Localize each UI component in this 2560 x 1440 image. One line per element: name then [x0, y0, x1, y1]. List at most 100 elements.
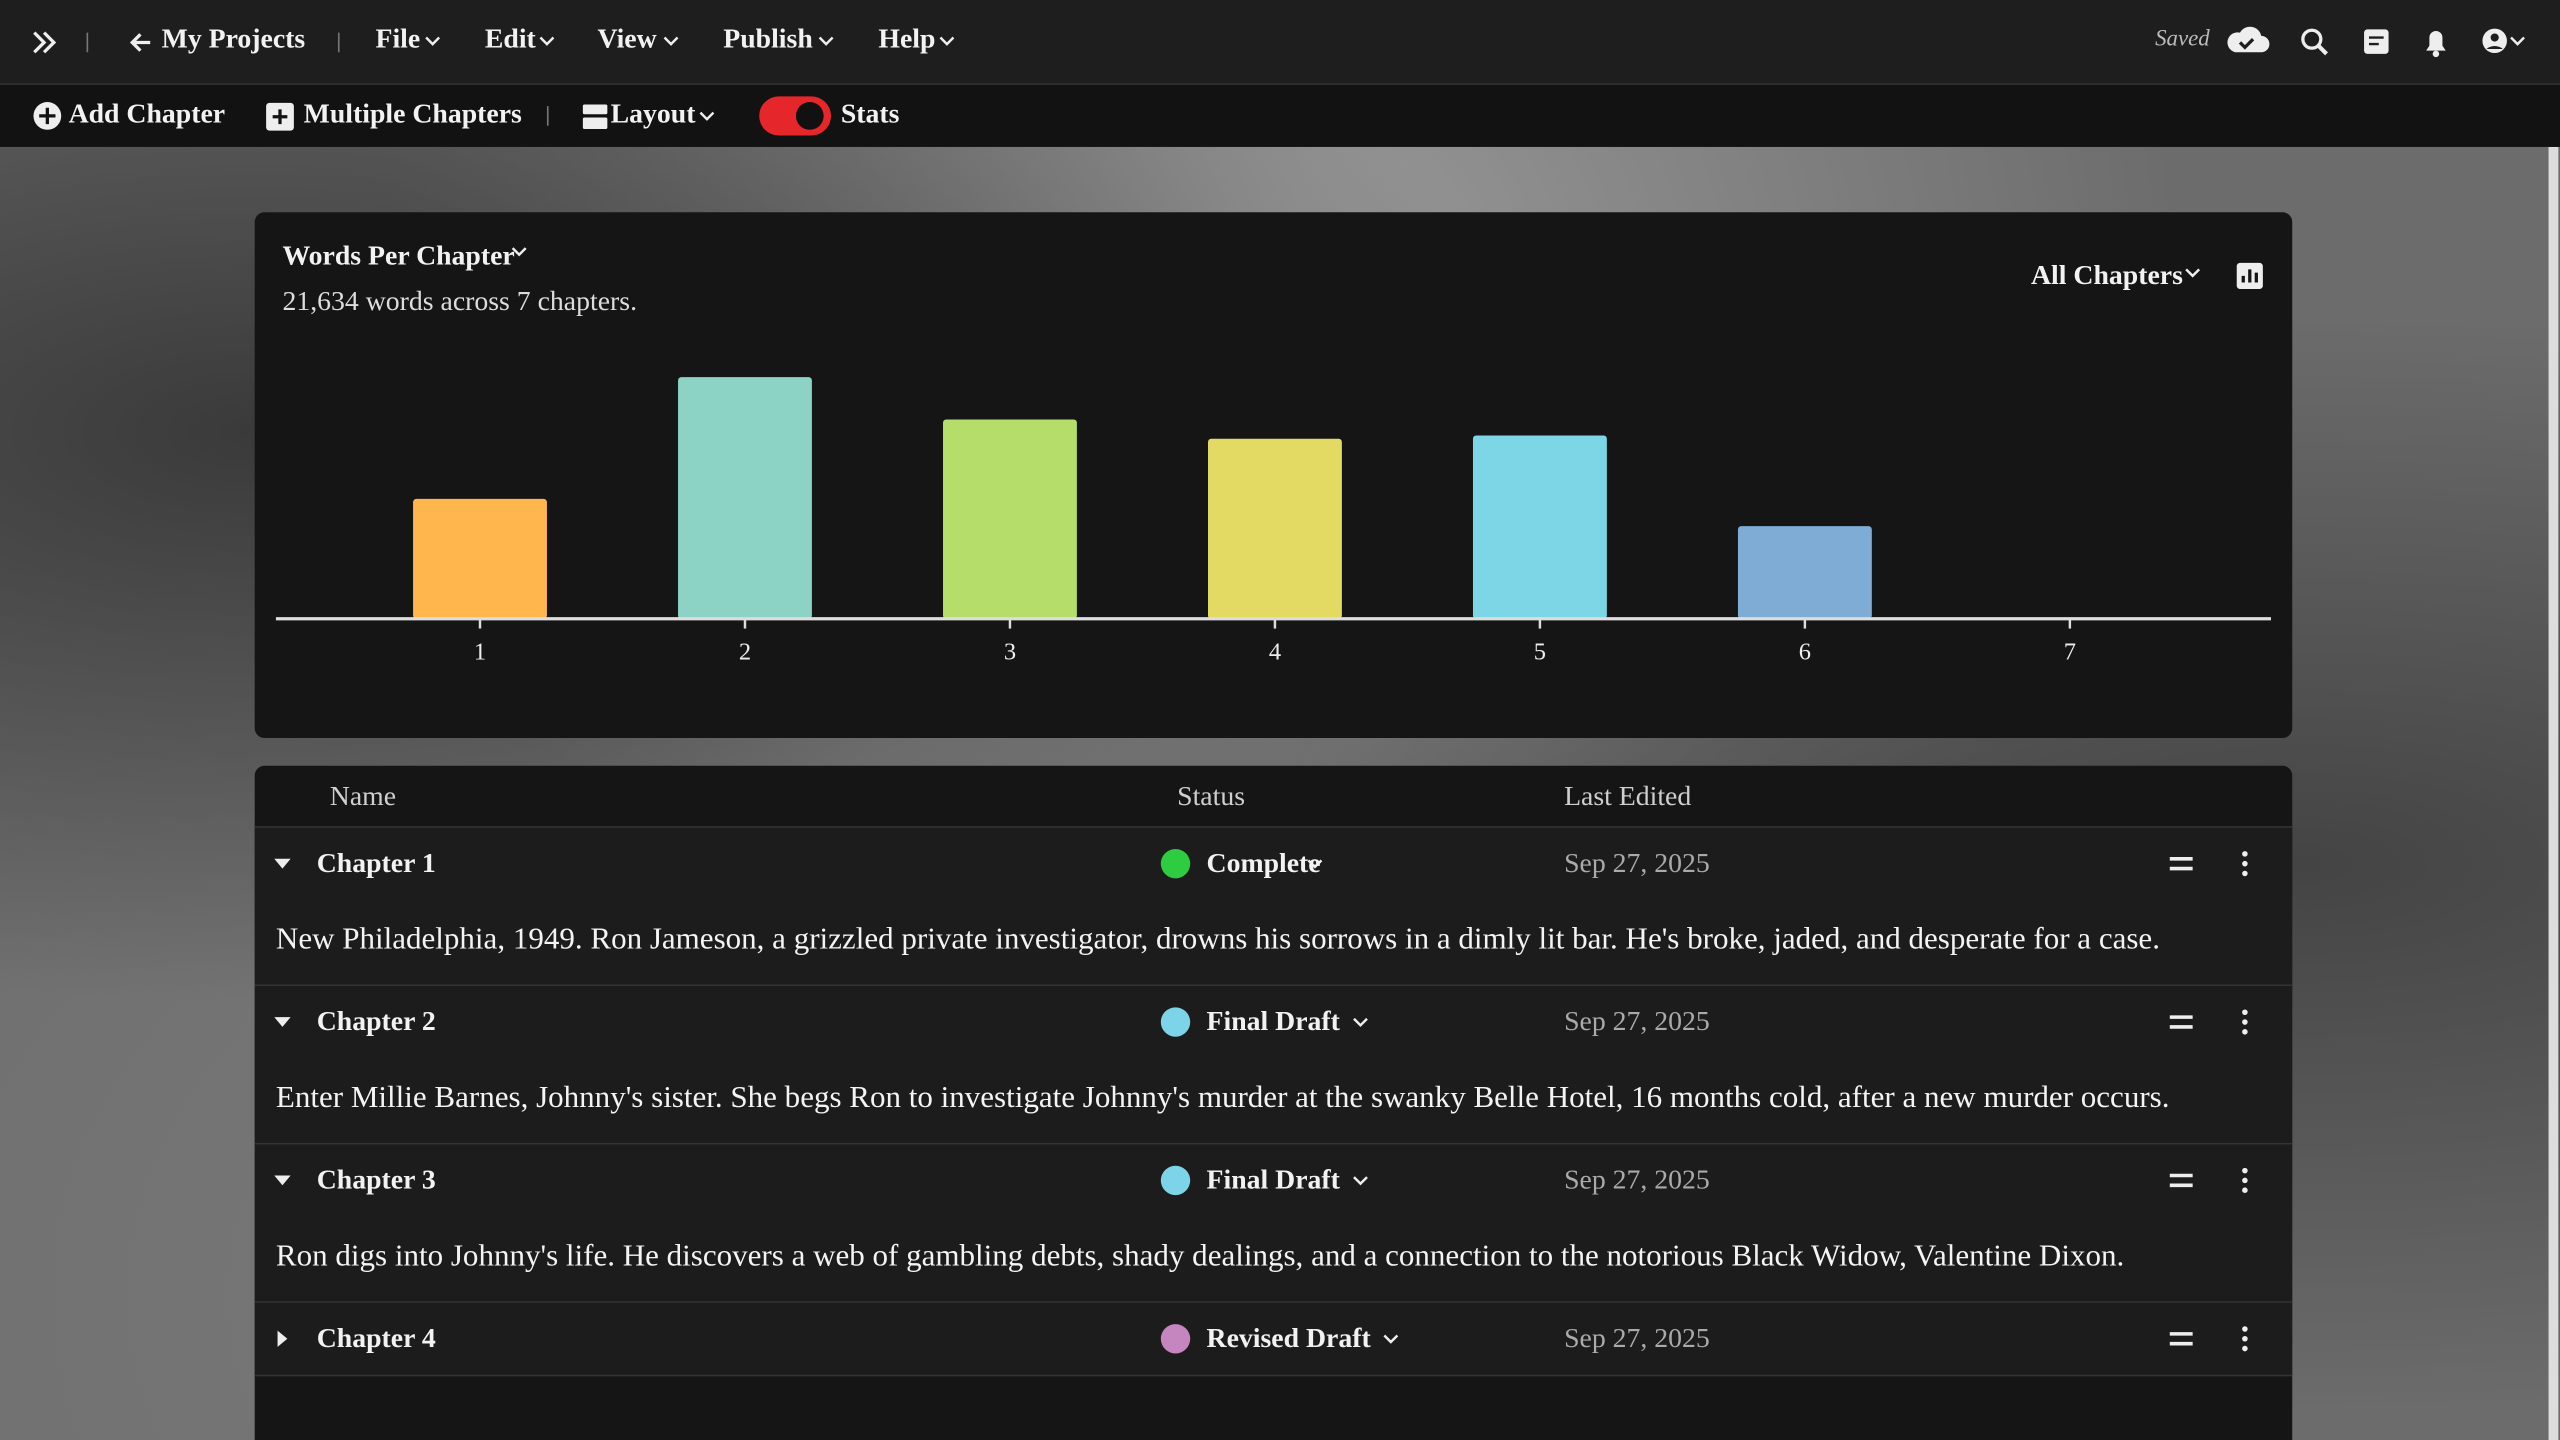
- last-edited: Sep 27, 2025: [1564, 1322, 1710, 1354]
- chapter-row: Chapter 4 Revised Draft Sep 27, 2025: [254, 1302, 2293, 1377]
- status-dot: [1160, 1165, 1191, 1196]
- bar: [1472, 435, 1607, 619]
- menu-dot[interactable]: [2242, 1019, 2248, 1025]
- chapter-status[interactable]: Revised Draft: [1206, 1322, 1371, 1354]
- row-header: Chapter 3 Final Draft Sep 27, 2025: [255, 1144, 2293, 1216]
- menu-dot[interactable]: [2242, 1345, 2248, 1352]
- status-chevron: [1353, 1017, 1368, 1028]
- row-header: Chapter 4 Revised Draft Sep 27, 2025: [255, 1303, 2293, 1375]
- drag-handle[interactable]: [2169, 856, 2193, 871]
- drag-handle[interactable]: [2169, 1332, 2193, 1346]
- chapter-name[interactable]: Chapter 2: [316, 1005, 436, 1037]
- table-header: Name Status Last Edited: [254, 766, 2293, 828]
- last-edited: Sep 27, 2025: [1564, 847, 1710, 879]
- status-dot: [1160, 1007, 1191, 1037]
- chart: 1 2 3 4 5 6 7: [275, 247, 2272, 666]
- status-chevron: [1307, 859, 1323, 869]
- x-tick-label: 4: [1269, 639, 1281, 666]
- scrollbar[interactable]: [2547, 146, 2560, 1440]
- back-icon: [129, 33, 151, 52]
- expand-icon[interactable]: [29, 28, 58, 57]
- chart-title[interactable]: Words Per Chapter: [282, 239, 515, 272]
- bar: [678, 377, 812, 619]
- collapse-caret[interactable]: [274, 1175, 291, 1186]
- chapter-table: Name Status Last Edited Chapter 1 Complet…: [254, 765, 2293, 1440]
- drag-handle[interactable]: [2169, 1173, 2193, 1188]
- row-header: Chapter 1 Complete Sep 27, 2025: [255, 828, 2293, 900]
- last-edited: Sep 27, 2025: [1564, 1164, 1710, 1196]
- menu-dot[interactable]: [2242, 1009, 2248, 1016]
- menu-dot[interactable]: [2242, 1177, 2248, 1184]
- menu-dot[interactable]: [2242, 1029, 2248, 1035]
- last-edited: Sep 27, 2025: [1564, 1005, 1710, 1037]
- row-icons: [274, 1007, 2248, 1037]
- top-bar: My Projects File Edit View Publish Help …: [0, 0, 2560, 85]
- x-tick-label: 6: [1799, 639, 1811, 666]
- x-tick-label: 3: [1004, 639, 1016, 666]
- bar: [413, 498, 547, 619]
- action-bar: [0, 84, 2560, 147]
- status-dot: [1160, 1324, 1191, 1354]
- x-tick-label: 7: [2064, 639, 2076, 666]
- menu-dot[interactable]: [2242, 1335, 2248, 1342]
- chapter-status[interactable]: Final Draft: [1206, 1005, 1340, 1037]
- chapter-name[interactable]: Chapter 1: [316, 847, 436, 879]
- menu-dot[interactable]: [2242, 860, 2248, 867]
- column-header[interactable]: Last Edited: [1564, 780, 1692, 812]
- row-icons: [274, 1165, 2248, 1196]
- save-status: Saved: [2155, 27, 2210, 53]
- separator: [546, 106, 549, 126]
- chapter-summary: New Philadelphia, 1949. Ron Jameson, a g…: [275, 922, 2160, 957]
- top-icons[interactable]: [2220, 16, 2547, 68]
- menu[interactable]: View: [597, 22, 657, 54]
- menu-dot[interactable]: [2242, 1167, 2248, 1174]
- chart-subtitle: 21,634 words across 7 chapters.: [282, 285, 638, 317]
- separator: [337, 32, 340, 53]
- menu-chevrons: [425, 36, 955, 46]
- bar: [943, 419, 1077, 619]
- chapter-row: Chapter 3 Final Draft Sep 27, 2025 Ron digs…: [254, 1144, 2293, 1303]
- menu[interactable]: File: [375, 22, 421, 54]
- drag-handle[interactable]: [2169, 1015, 2193, 1029]
- add-chapter-button[interactable]: Add Chapter: [68, 97, 226, 129]
- menu-dot[interactable]: [2242, 851, 2248, 857]
- table-body: Chapter 1 Complete Sep 27, 2025 New Philade…: [254, 827, 2293, 1377]
- chapter-name[interactable]: Chapter 4: [316, 1322, 436, 1354]
- menu[interactable]: Publish: [723, 22, 813, 54]
- my-projects-link[interactable]: My Projects: [161, 22, 306, 54]
- status-dot: [1160, 848, 1191, 879]
- menu[interactable]: Help: [878, 22, 936, 54]
- x-tick-label: 2: [739, 639, 751, 666]
- menu[interactable]: Edit: [484, 22, 536, 54]
- column-header[interactable]: Name: [329, 780, 397, 812]
- stats-label: Stats: [840, 97, 900, 129]
- menu-dot[interactable]: [2242, 870, 2248, 877]
- collapse-caret[interactable]: [274, 858, 291, 869]
- row-icons: [274, 848, 2248, 879]
- layout-button[interactable]: Layout: [610, 97, 696, 129]
- chapter-filter[interactable]: All Chapters: [2031, 259, 2183, 291]
- chart-card: Words Per Chapter 21,634 words across 7 …: [254, 212, 2293, 738]
- status-chevron: [1383, 1334, 1399, 1344]
- column-header[interactable]: Status: [1177, 780, 1245, 812]
- chapter-summary: Enter Millie Barnes, Johnny's sister. Sh…: [275, 1080, 2170, 1116]
- x-tick-label: 5: [1534, 639, 1546, 666]
- chapter-row: Chapter 1 Complete Sep 27, 2025 New Philade…: [254, 827, 2293, 987]
- row-icons: [277, 1324, 2248, 1354]
- menu-dot[interactable]: [2242, 1187, 2248, 1193]
- chapter-name[interactable]: Chapter 3: [316, 1164, 436, 1196]
- bar: [1207, 438, 1342, 619]
- chapter-status[interactable]: Complete: [1206, 847, 1321, 879]
- expand-caret[interactable]: [277, 1330, 288, 1347]
- status-chevron: [1353, 1176, 1368, 1186]
- collapse-caret[interactable]: [274, 1017, 291, 1027]
- menu-dot[interactable]: [2242, 1326, 2248, 1332]
- separator: [86, 32, 89, 53]
- chapter-summary: Ron digs into Johnny's life. He discover…: [275, 1239, 2125, 1274]
- chapter-status[interactable]: Final Draft: [1206, 1164, 1340, 1196]
- multiple-chapters-button[interactable]: Multiple Chapters: [303, 97, 522, 129]
- row-header: Chapter 2 Final Draft Sep 27, 2025: [255, 986, 2293, 1058]
- chapter-row: Chapter 2 Final Draft Sep 27, 2025 Enter Mi…: [254, 986, 2293, 1145]
